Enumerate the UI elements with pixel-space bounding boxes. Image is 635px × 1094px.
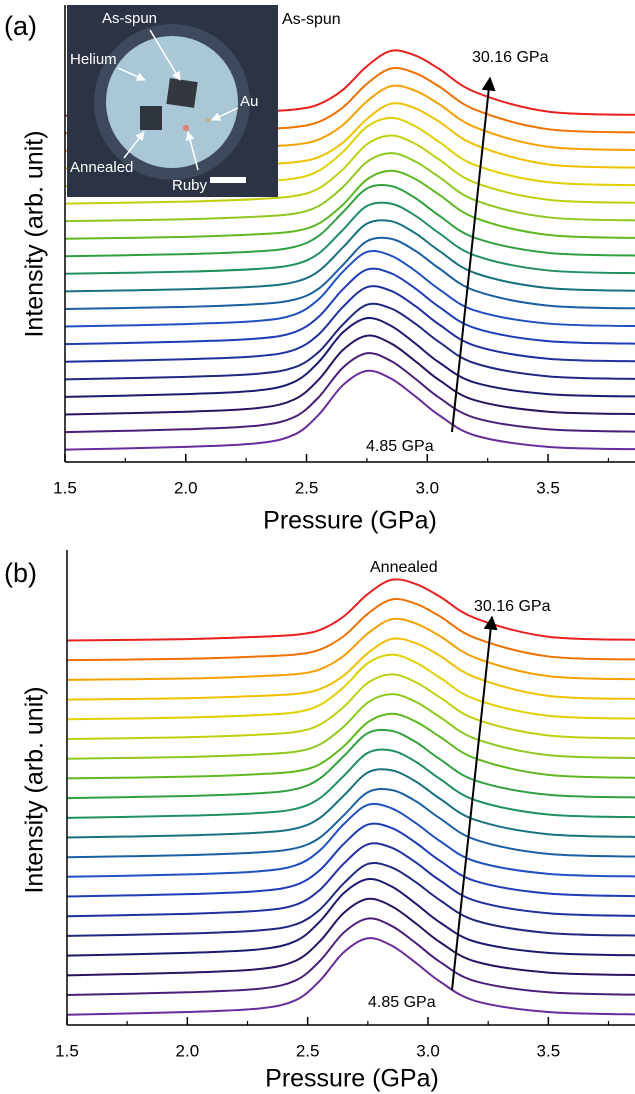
x-tick-label: 2.5	[296, 1041, 320, 1060]
spectrum-line	[65, 152, 635, 223]
spectrum-line	[67, 673, 635, 741]
spectrum-line	[67, 598, 635, 662]
arrow	[451, 615, 498, 991]
x-tick-label: 2.5	[295, 478, 319, 497]
panel-a: 1.5 2.0 2.5 3.0 3.5	[53, 5, 635, 497]
spectrum-line	[67, 842, 635, 918]
spectrum-line	[67, 617, 635, 681]
inset-label: Helium	[70, 51, 117, 68]
panel-b: 1.5 2.0 2.5 3.0 3.5	[55, 550, 635, 1060]
panel-label: (b)	[4, 558, 37, 588]
spectrum-line	[65, 285, 635, 363]
x-tick-label: 2.0	[176, 1041, 200, 1060]
annotation: Annealed	[370, 559, 438, 576]
spectrum-line	[67, 917, 635, 997]
x-axis-label: Pressure (GPa)	[265, 1065, 439, 1093]
x-tick-label: 3.5	[536, 478, 560, 497]
spectrum-line	[65, 316, 635, 398]
annotation: 4.85 GPa	[368, 994, 436, 1011]
plot-area	[67, 578, 635, 1016]
annotation: 30.16 GPa	[472, 49, 549, 66]
spectrum-line	[67, 802, 635, 878]
spectrum-line	[65, 249, 635, 328]
spectrum-line	[67, 728, 635, 800]
x-axis-label: Pressure (GPa)	[263, 507, 437, 535]
y-axis-label: Intensity (arb. unit)	[21, 686, 49, 893]
plot-area	[65, 49, 635, 451]
spectrum-line	[67, 748, 635, 819]
inset-label: Annealed	[70, 159, 133, 176]
spectrum-line	[67, 897, 635, 977]
spectrum-line	[65, 183, 635, 258]
arrow	[451, 76, 496, 433]
inset-label: Ruby	[172, 177, 208, 194]
spectrum-line	[65, 201, 635, 275]
x-tick-label: 1.5	[53, 478, 77, 497]
annotation: As-spun	[282, 11, 341, 28]
spectrum-line	[65, 302, 635, 381]
inset-label: As-spun	[102, 10, 157, 27]
spectrum-line	[65, 369, 635, 451]
spectrum-line	[67, 653, 635, 721]
annotation: 30.16 GPa	[474, 598, 551, 615]
spectrum-line	[67, 578, 635, 642]
spectrum-line	[67, 787, 635, 859]
x-tick-label: 2.0	[174, 478, 198, 497]
spectrum-line	[67, 693, 635, 760]
x-tick-label: 3.5	[537, 1041, 561, 1060]
spectrum-line	[65, 352, 635, 434]
spectrum-line	[65, 267, 635, 346]
y-axis-label: Intensity (arb. unit)	[21, 130, 49, 337]
annotation: 4.85 GPa	[366, 438, 434, 455]
spectrum-line	[65, 334, 635, 416]
spectrum-line	[65, 169, 635, 240]
spectrum-line	[65, 134, 635, 205]
spectrum-line	[65, 219, 635, 293]
x-tick-label: 1.5	[55, 1041, 79, 1060]
spectrum-line	[67, 861, 635, 937]
spectrum-line	[67, 937, 635, 1016]
spectrum-line	[67, 712, 635, 780]
x-tick-label: 3.0	[416, 1041, 440, 1060]
spectrum-line	[67, 637, 635, 701]
spectrum-line	[67, 822, 635, 898]
spectrum-line	[67, 768, 635, 839]
panel-label: (a)	[4, 11, 37, 41]
x-tick-label: 3.0	[415, 478, 439, 497]
spectrum-line	[67, 877, 635, 957]
inset-label: Au	[240, 93, 258, 110]
spectrum-line	[65, 236, 635, 310]
inset-photo: As-spun Helium Au Annealed Ruby	[67, 5, 278, 197]
